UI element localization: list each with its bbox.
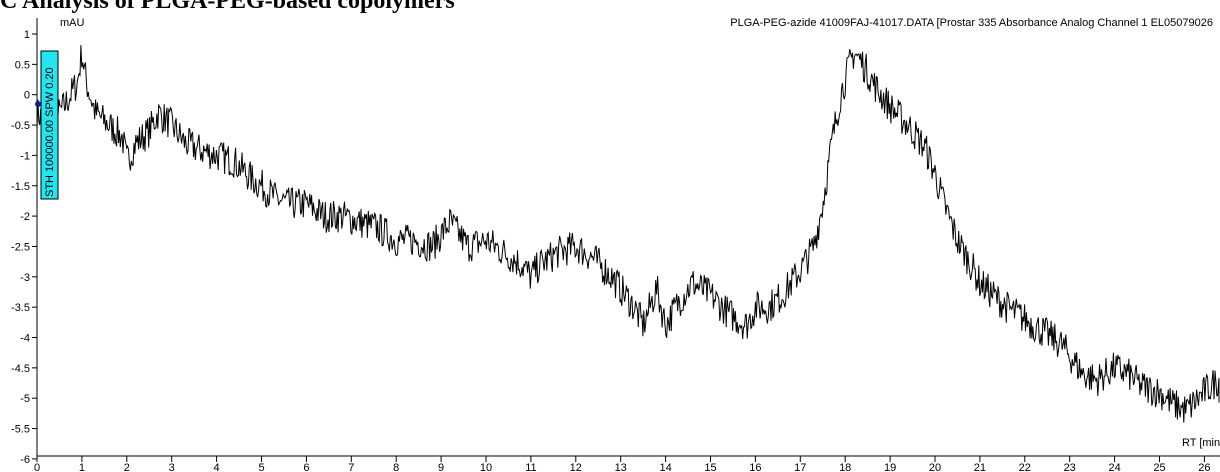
x-tick-label: 6 bbox=[303, 462, 309, 472]
x-tick-label: 3 bbox=[169, 462, 175, 472]
y-tick-label: -2.5 bbox=[11, 241, 30, 253]
annotation-box: STH 100000.00 SPW 0.20 bbox=[40, 50, 59, 200]
y-tick-label: -3.5 bbox=[11, 302, 30, 314]
x-tick-label: 2 bbox=[124, 462, 130, 472]
y-tick-label: -2 bbox=[20, 211, 30, 223]
y-tick-label: -5.5 bbox=[11, 424, 30, 436]
y-axis-unit-label: mAU bbox=[60, 17, 85, 29]
y-tick-label: -6 bbox=[20, 454, 30, 466]
y-tick-label: -1.5 bbox=[11, 181, 30, 193]
annotation-text: STH 100000.00 SPW 0.20 bbox=[44, 67, 56, 197]
x-tick-label: 22 bbox=[1019, 462, 1031, 472]
x-tick-label: 23 bbox=[1064, 462, 1076, 472]
x-tick-label: 10 bbox=[480, 462, 492, 472]
x-tick-label: 5 bbox=[258, 462, 264, 472]
y-tick-label: 1 bbox=[24, 29, 30, 41]
page-title: C Analysis of PLGA-PEG-based copolymers bbox=[0, 0, 455, 14]
y-tick-label: -4.5 bbox=[11, 363, 30, 375]
x-tick-label: 7 bbox=[348, 462, 354, 472]
y-tick-label: -3 bbox=[20, 272, 30, 284]
x-tick-label: 13 bbox=[615, 462, 627, 472]
x-tick-label: 26 bbox=[1198, 462, 1210, 472]
x-tick-label: 0 bbox=[34, 462, 40, 472]
y-tick-label: -1 bbox=[20, 150, 30, 162]
series-trace bbox=[36, 45, 1220, 423]
x-tick-label: 11 bbox=[525, 462, 536, 472]
chart-title: PLGA-PEG-azide 41009FAJ-41017.DATA [Pros… bbox=[730, 17, 1213, 29]
start-marker bbox=[35, 101, 41, 107]
x-tick-label: 21 bbox=[974, 462, 986, 472]
x-tick-label: 17 bbox=[794, 462, 806, 472]
x-tick-label: 4 bbox=[214, 462, 220, 472]
x-tick-label: 24 bbox=[1108, 462, 1120, 472]
x-tick-label: 14 bbox=[659, 462, 671, 472]
x-tick-label: 12 bbox=[570, 462, 582, 472]
x-tick-label: 25 bbox=[1153, 462, 1165, 472]
x-tick-label: 18 bbox=[839, 462, 851, 472]
y-tick-label: -4 bbox=[20, 333, 30, 345]
x-tick-label: 9 bbox=[438, 462, 444, 472]
x-tick-label: 19 bbox=[884, 462, 896, 472]
y-tick-label: 0.5 bbox=[15, 59, 30, 71]
x-tick-label: 20 bbox=[929, 462, 941, 472]
y-tick-label: -0.5 bbox=[11, 120, 30, 132]
x-tick-label: 1 bbox=[79, 462, 85, 472]
y-tick-label: -5 bbox=[20, 393, 30, 405]
x-tick-label: 15 bbox=[704, 462, 716, 472]
x-axis-label: RT [min] bbox=[1182, 437, 1220, 449]
x-tick-label: 8 bbox=[393, 462, 399, 472]
x-tick-label: 16 bbox=[749, 462, 761, 472]
y-tick-label: 0 bbox=[24, 90, 30, 102]
